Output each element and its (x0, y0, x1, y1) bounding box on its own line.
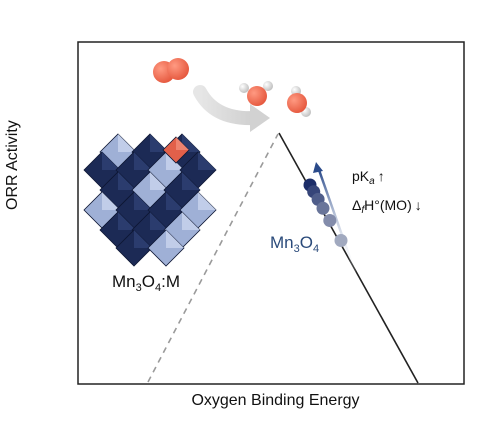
series-label: Mn3O4 (270, 233, 319, 255)
x-axis-title: Oxygen Binding Energy (191, 392, 360, 409)
data-point (334, 234, 348, 247)
water-molecule-2 (287, 86, 311, 117)
y-axis-title: ORR Activity (4, 120, 21, 210)
o2-molecule (153, 58, 189, 83)
octahedron (147, 229, 185, 267)
trend-arrow (313, 162, 357, 273)
volcano-right-branch (278, 132, 419, 384)
plot-frame (77, 41, 465, 385)
data-point (316, 201, 330, 215)
data-points (303, 178, 348, 247)
octahedron (115, 229, 153, 267)
reaction-arrow (193, 85, 270, 132)
crystal-structure-icon (83, 133, 217, 267)
trend-enthalpy-label: ΔfH°(MO) ↓ (352, 197, 422, 216)
volcano-left-branch (147, 133, 279, 383)
octahedron (162, 136, 190, 164)
trend-pka-label: pKa ↑ (352, 168, 385, 187)
water-molecule-1 (239, 81, 273, 106)
material-label: Mn3O4:M (112, 272, 180, 294)
data-point (323, 214, 337, 227)
